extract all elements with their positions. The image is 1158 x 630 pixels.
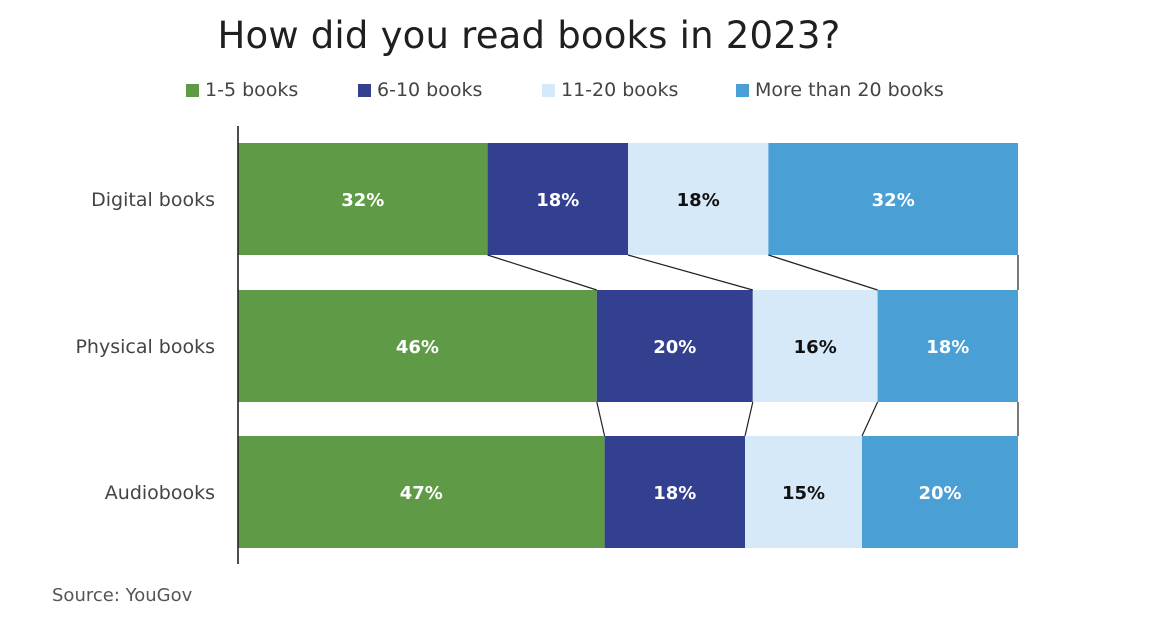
data-label: 20%	[653, 337, 696, 358]
bar-segment-audiobooks-1-5-books	[238, 436, 605, 548]
legend-item-6-10-books: 6-10 books	[358, 79, 482, 101]
connector-line	[768, 254, 878, 291]
data-label: 18%	[926, 337, 969, 358]
legend-swatch	[736, 83, 749, 97]
connector-line	[744, 401, 754, 437]
connector-line	[861, 401, 879, 437]
data-label: 16%	[794, 337, 837, 358]
legend-swatch	[542, 83, 555, 97]
legend-swatch	[186, 83, 199, 97]
legend-item-more-than-20-books: More than 20 books	[736, 79, 944, 101]
legend-label: 6-10 books	[377, 79, 483, 101]
category-label: Audiobooks	[105, 482, 215, 504]
data-label: 18%	[536, 190, 579, 211]
category-label: Physical books	[75, 336, 215, 358]
legend-label: More than 20 books	[755, 79, 944, 101]
bar-segment-digital-books-more-than-20-books	[768, 143, 1018, 255]
bar-segment-audiobooks-11-20-books	[745, 436, 862, 548]
bar-segment-audiobooks-6-10-books	[604, 436, 745, 548]
legend-item-11-20-books: 11-20 books	[542, 79, 678, 101]
connector-line	[487, 254, 597, 291]
legend-swatch	[358, 83, 371, 97]
chart-legend: 1-5 books 6-10 books 11-20 books More th…	[0, 79, 1158, 105]
bar-segment-digital-books-1-5-books	[238, 143, 488, 255]
data-label: 18%	[653, 483, 696, 504]
bar-segment-physical-books-1-5-books	[238, 290, 597, 402]
legend-item-1-5-books: 1-5 books	[186, 79, 298, 101]
bar-segment-physical-books-6-10-books	[596, 290, 753, 402]
data-label: 20%	[918, 483, 961, 504]
bar-segment-audiobooks-more-than-20-books	[862, 436, 1018, 548]
bar-segment-digital-books-11-20-books	[628, 143, 769, 255]
legend-label: 1-5 books	[205, 79, 299, 101]
bar-segment-digital-books-6-10-books	[487, 143, 628, 255]
data-label: 32%	[872, 190, 915, 211]
data-label: 47%	[400, 483, 443, 504]
chart-title: How did you read books in 2023?	[217, 14, 841, 57]
category-label: Digital books	[91, 189, 215, 211]
legend-label: 11-20 books	[561, 79, 679, 101]
connector-line	[627, 254, 753, 291]
bar-segment-physical-books-11-20-books	[752, 290, 878, 402]
data-label: 15%	[782, 483, 825, 504]
data-label: 32%	[341, 190, 384, 211]
bar-segment-physical-books-more-than-20-books	[877, 290, 1018, 402]
data-label: 18%	[677, 190, 720, 211]
data-label: 46%	[396, 337, 439, 358]
source-note: Source: YouGov	[52, 585, 193, 606]
connector-line	[596, 401, 606, 437]
